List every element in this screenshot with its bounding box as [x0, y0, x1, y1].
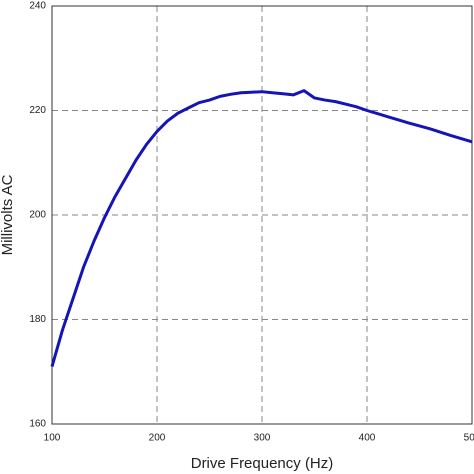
x-axis-label: Drive Frequency (Hz) — [191, 455, 334, 472]
y-tick-label: 180 — [29, 314, 46, 325]
y-tick-label: 220 — [29, 105, 46, 116]
plot-frame — [51, 5, 473, 425]
y-tick-label: 160 — [29, 419, 46, 430]
y-axis-label: Millivolts AC — [0, 174, 16, 255]
x-tick-label: 500 — [464, 433, 474, 444]
y-tick-label: 240 — [29, 1, 46, 12]
x-tick-label: 100 — [44, 433, 61, 444]
y-tick-label: 200 — [29, 210, 46, 221]
x-tick-label: 200 — [149, 433, 166, 444]
x-tick-label: 400 — [359, 433, 376, 444]
x-tick-label: 300 — [254, 433, 271, 444]
data-line — [50, 89, 473, 367]
